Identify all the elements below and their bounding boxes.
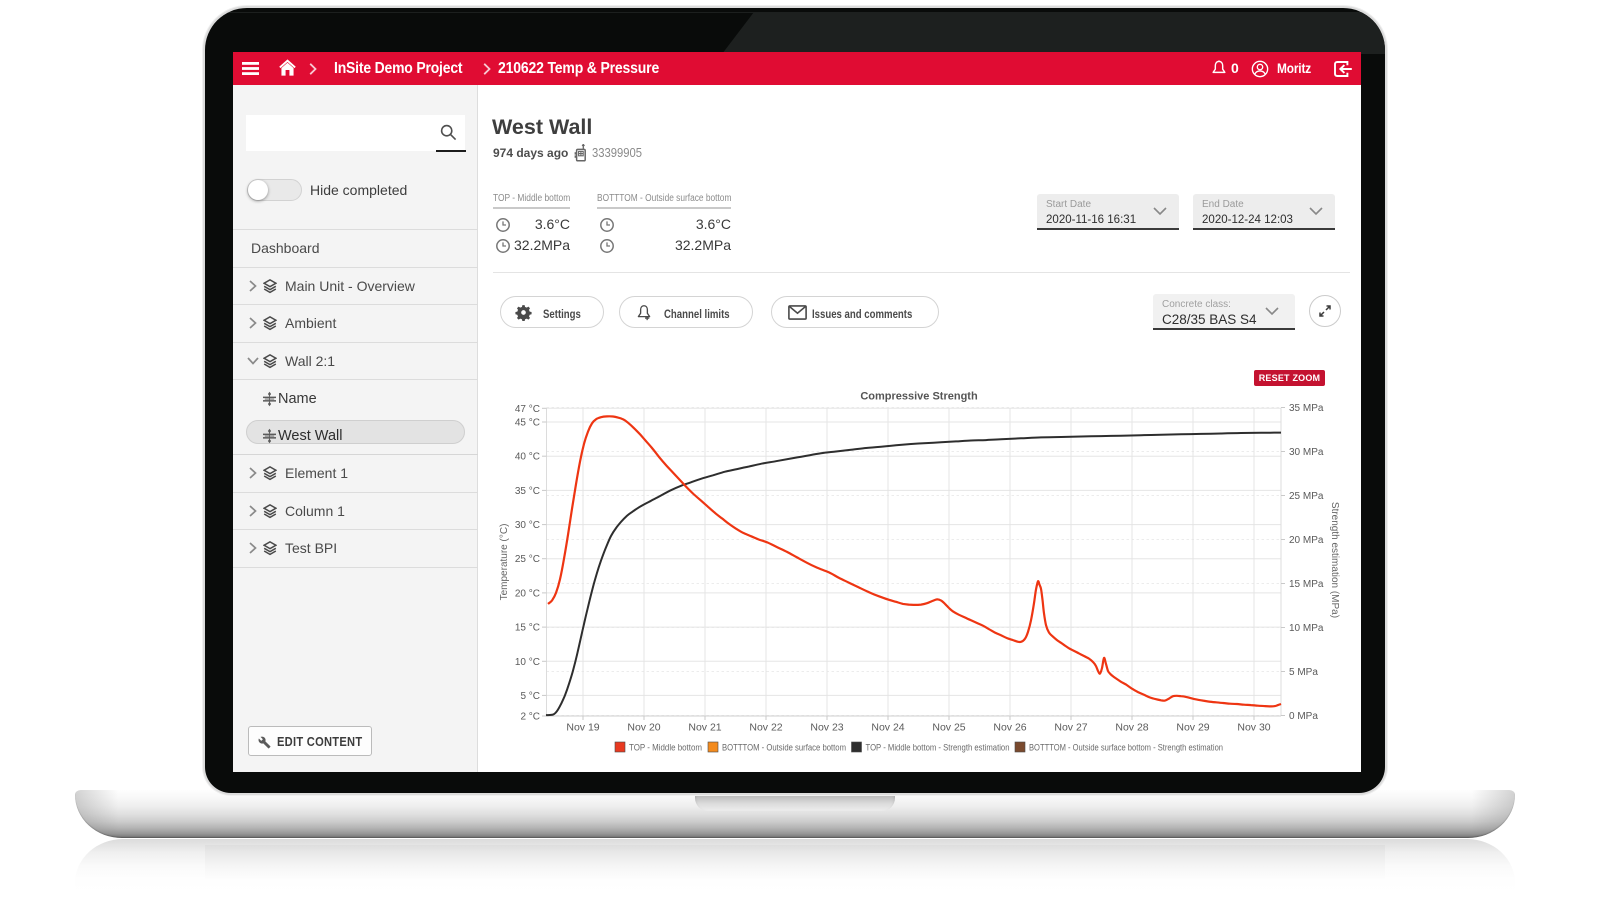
svg-text:Nov 23: Nov 23 <box>810 722 843 734</box>
svg-text:TOP - Middle bottom - Strengt: TOP - Middle bottom - Strength estimatio… <box>866 743 1010 753</box>
svg-text:10 MPa: 10 MPa <box>1289 623 1324 634</box>
svg-text:Compressive Strength: Compressive Strength <box>860 391 978 403</box>
svg-text:25 °C: 25 °C <box>515 554 540 565</box>
svg-text:47 °C: 47 °C <box>515 404 540 415</box>
svg-text:Nov 27: Nov 27 <box>1054 722 1087 734</box>
svg-text:5 MPa: 5 MPa <box>1289 667 1318 678</box>
svg-text:Nov 22: Nov 22 <box>749 722 782 734</box>
svg-text:5 °C: 5 °C <box>520 691 540 702</box>
svg-text:35 °C: 35 °C <box>515 486 540 497</box>
svg-text:30 °C: 30 °C <box>515 520 540 531</box>
svg-text:Nov 30: Nov 30 <box>1237 722 1270 734</box>
svg-text:0 MPa: 0 MPa <box>1289 711 1318 722</box>
svg-text:25 MPa: 25 MPa <box>1289 491 1324 502</box>
svg-text:40 °C: 40 °C <box>515 452 540 463</box>
svg-text:Nov 29: Nov 29 <box>1176 722 1209 734</box>
svg-text:Nov 26: Nov 26 <box>993 722 1026 734</box>
svg-text:Nov 19: Nov 19 <box>566 722 599 734</box>
svg-text:45 °C: 45 °C <box>515 418 540 429</box>
svg-text:20 MPa: 20 MPa <box>1289 535 1324 546</box>
svg-text:Nov 28: Nov 28 <box>1115 722 1148 734</box>
svg-text:35 MPa: 35 MPa <box>1289 403 1324 414</box>
svg-text:TOP - Middle bottom: TOP - Middle bottom <box>629 743 702 753</box>
svg-text:Nov 24: Nov 24 <box>871 722 904 734</box>
svg-text:Nov 25: Nov 25 <box>932 722 965 734</box>
svg-text:BOTTTOM - Outside surface bott: BOTTTOM - Outside surface bottom - Stren… <box>1029 743 1223 753</box>
svg-text:15 °C: 15 °C <box>515 623 540 634</box>
svg-text:Nov 21: Nov 21 <box>688 722 721 734</box>
svg-text:Strength estimation (MPa): Strength estimation (MPa) <box>1329 502 1340 618</box>
svg-text:30 MPa: 30 MPa <box>1289 447 1324 458</box>
svg-text:Temperature (°C): Temperature (°C) <box>499 524 510 601</box>
svg-text:20 °C: 20 °C <box>515 588 540 599</box>
svg-text:15 MPa: 15 MPa <box>1289 579 1324 590</box>
svg-text:10 °C: 10 °C <box>515 657 540 668</box>
svg-text:BOTTTOM - Outside surface bott: BOTTTOM - Outside surface bottom <box>722 743 846 753</box>
svg-text:Nov 20: Nov 20 <box>627 722 660 734</box>
svg-text:2 °C: 2 °C <box>520 712 540 723</box>
